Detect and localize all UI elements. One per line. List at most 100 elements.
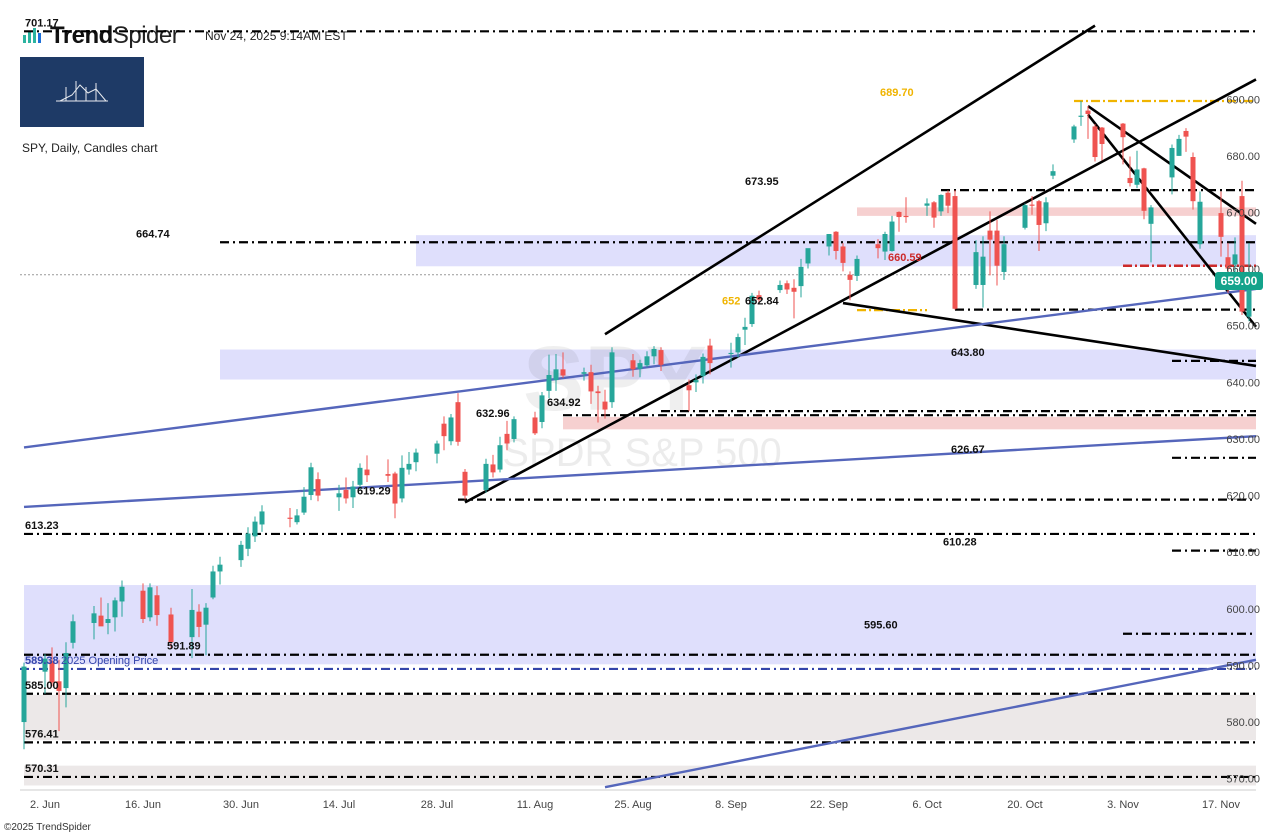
trendline-4 <box>842 301 1257 368</box>
candle-body-120 <box>1232 254 1238 265</box>
candle-body-102 <box>1050 171 1056 176</box>
candle-body-83 <box>875 244 881 249</box>
candle-body-35 <box>392 473 398 504</box>
candle-body-119 <box>1225 257 1231 269</box>
candle-body-61 <box>644 356 650 366</box>
candle-body-40 <box>441 423 447 437</box>
candle-body-42 <box>455 402 461 442</box>
candle-body-12 <box>147 587 153 618</box>
x-tick-8: 22. Sep <box>810 799 848 811</box>
candle-body-91 <box>945 192 951 206</box>
candle-body-7 <box>98 615 104 627</box>
candle-body-68 <box>728 352 734 355</box>
level-labels-layer: 701.17 689.70 673.95 664.74 660.59 652.84 652 6… <box>25 17 985 775</box>
trendspider-logo-icon <box>23 28 41 43</box>
level-label-13: 610.28 <box>943 537 977 549</box>
current-price-badge: 659.00 <box>1215 272 1263 290</box>
candle-body-60 <box>637 363 643 369</box>
candle-body-24 <box>287 517 293 519</box>
candle-body-87 <box>903 215 909 218</box>
candle-body-38 <box>413 452 419 463</box>
chart-title: SPY, Daily, Candles chart <box>22 141 158 155</box>
candle-body-51 <box>546 374 552 391</box>
copyright-footer: ©2025 TrendSpider <box>4 822 91 833</box>
candle-body-64 <box>686 385 692 391</box>
y-tick-7: 620.00 <box>1226 491 1260 503</box>
candle-body-4 <box>63 652 69 689</box>
x-tick-3: 14. Jul <box>323 799 355 811</box>
candle-body-3 <box>56 681 62 691</box>
candle-body-75 <box>791 287 797 292</box>
candle-body-11 <box>140 590 146 620</box>
level-label-17: 2025 Opening Price <box>61 655 158 667</box>
candle-body-118 <box>1218 213 1224 237</box>
candle-body-26 <box>301 496 307 513</box>
level-label-20: 570.31 <box>25 763 59 775</box>
candle-body-73 <box>777 284 783 291</box>
level-label-7: 643.80 <box>951 347 985 359</box>
candle-body-98 <box>1022 205 1028 228</box>
trendline-0 <box>604 24 1096 336</box>
candle-body-10 <box>119 586 125 602</box>
candle-body-8 <box>105 619 111 623</box>
candle-body-46 <box>497 445 503 470</box>
candle-body-52 <box>553 369 559 381</box>
candle-body-116 <box>1190 157 1196 202</box>
candle-body-79 <box>833 231 839 251</box>
candle-body-86 <box>896 211 902 218</box>
candle-body-13 <box>154 595 160 616</box>
y-tick-4: 650.00 <box>1226 321 1260 333</box>
brand-logo: TrendSpider <box>22 22 180 50</box>
candle-body-110 <box>1134 169 1140 185</box>
level-label-5: 652.84 <box>745 296 780 308</box>
y-tick-6: 630.00 <box>1226 434 1260 446</box>
candle-body-92 <box>952 196 958 309</box>
candle-body-81 <box>847 274 853 280</box>
level-label-3: 664.74 <box>136 228 171 240</box>
zone-6 <box>24 765 1256 786</box>
chart-mini-icon <box>56 81 108 102</box>
candle-body-107 <box>1099 127 1105 144</box>
watermark-name: SPDR S&P 500 <box>502 431 781 475</box>
level-label-4: 660.59 <box>888 252 922 264</box>
candle-body-30 <box>343 489 349 499</box>
candle-body-22 <box>252 521 258 537</box>
y-tick-9: 600.00 <box>1226 604 1260 616</box>
candle-body-113 <box>1169 147 1175 178</box>
candle-body-76 <box>798 266 804 287</box>
candle-body-70 <box>742 326 748 330</box>
candle-body-89 <box>931 202 937 218</box>
candle-body-2 <box>49 660 55 683</box>
x-tick-6: 25. Aug <box>614 799 651 811</box>
candle-body-71 <box>749 295 755 325</box>
y-tick-11: 580.00 <box>1226 717 1260 729</box>
candle-body-104 <box>1078 115 1084 117</box>
candle-body-37 <box>406 463 412 470</box>
level-label-12: 613.23 <box>25 520 59 532</box>
candle-body-5 <box>70 621 76 643</box>
y-tick-1: 680.00 <box>1226 151 1260 163</box>
candle-body-1 <box>42 658 48 672</box>
candle-body-96 <box>994 230 1000 266</box>
candle-body-77 <box>805 248 811 264</box>
level-label-19: 576.41 <box>25 728 59 740</box>
candle-body-94 <box>980 256 986 285</box>
candle-body-90 <box>938 194 944 212</box>
candle-body-47 <box>504 433 510 444</box>
candle-body-67 <box>707 345 713 364</box>
candle-body-34 <box>385 474 391 476</box>
candle-body-59 <box>630 360 636 370</box>
trendline-7 <box>604 658 1257 789</box>
candle-body-62 <box>651 348 657 357</box>
level-label-9: 632.96 <box>476 408 510 420</box>
y-tick-0: 690.00 <box>1226 94 1260 106</box>
candle-body-31 <box>350 486 356 498</box>
candle-body-50 <box>539 395 545 422</box>
candle-body-80 <box>840 246 846 263</box>
candle-body-117 <box>1197 201 1203 245</box>
x-tick-5: 11. Aug <box>517 799 554 811</box>
candle-body-56 <box>595 391 601 394</box>
candle-body-105 <box>1085 110 1091 114</box>
candle-body-19 <box>217 564 223 572</box>
